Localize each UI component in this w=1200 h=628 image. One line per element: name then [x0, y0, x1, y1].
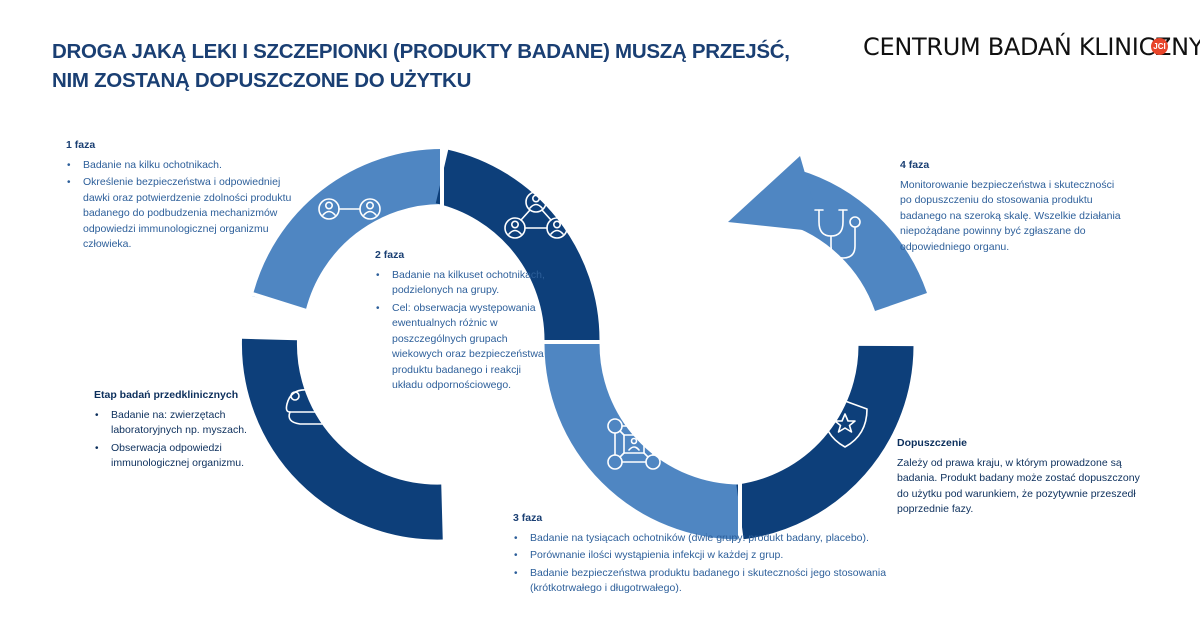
phase4-text: 4 faza Monitorowanie bezpieczeństwa i sk… — [900, 158, 1125, 255]
list-item: Badanie bezpieczeństwa produktu badanego… — [513, 566, 953, 597]
list-item: Obserwacja odpowiedzi immunologicznej or… — [94, 441, 254, 472]
phase3-heading: 3 faza — [513, 512, 543, 524]
segment-preclinical — [241, 338, 443, 540]
list-item: Badanie na: zwierzętach laboratoryjnych … — [94, 408, 254, 439]
list-item: Badanie na kilku ochotnikach. — [66, 158, 298, 174]
logo-badge: JCI — [1151, 38, 1168, 55]
list-item: Badanie na tysiącach ochotników (dwie gr… — [513, 531, 953, 547]
phase1-text: 1 faza Badanie na kilku ochotnikach. Okr… — [66, 138, 298, 255]
list-item: Określenie bezpieczeństwa i odpowiedniej… — [66, 175, 298, 253]
phase4-description: Monitorowanie bezpieczeństwa i skuteczno… — [900, 178, 1121, 253]
people-grid-network-icon — [607, 418, 661, 470]
logo-text: CENTRUM BADAŃ KLINICZNYCH — [863, 33, 1200, 61]
page-title: DROGA JAKĄ LEKI I SZCZEPIONKI (PRODUKTY … — [52, 37, 790, 95]
preclinical-heading: Etap badań przedklinicznych — [94, 389, 239, 401]
phase4-heading: 4 faza — [900, 159, 930, 171]
title-line-2: NIM ZOSTANĄ DOPUSZCZONE DO UŻYTKU — [52, 69, 472, 92]
two-people-linked-icon — [318, 198, 381, 220]
phase2-heading: 2 faza — [375, 249, 405, 261]
title-line-1: DROGA JAKĄ LEKI I SZCZEPIONKI (PRODUKTY … — [52, 40, 790, 63]
approval-text: Dopuszczenie Zależy od prawa kraju, w kt… — [897, 436, 1147, 518]
shield-star-icon — [822, 400, 868, 448]
list-item: Porównanie ilości wystąpienia infekcji w… — [513, 548, 953, 564]
list-item: Badanie na kilkuset ochotnikach, podziel… — [375, 268, 547, 299]
arrow-head — [728, 156, 822, 232]
preclinical-text: Etap badań przedklinicznych Badanie na: … — [94, 388, 254, 474]
phase3-text: 3 faza Badanie na tysiącach ochotników (… — [513, 511, 953, 599]
segment-phase2 — [435, 149, 600, 341]
segment-approval — [735, 345, 914, 540]
lab-mouse-syringe-icon — [285, 368, 334, 425]
separator-phase1-preclinical — [245, 290, 314, 315]
stethoscope-icon — [814, 209, 861, 259]
approval-description: Zależy od prawa kraju, w którym prowadzo… — [897, 456, 1140, 516]
approval-heading: Dopuszczenie — [897, 437, 968, 449]
list-item: Cel: obserwacja występowania ewentualnyc… — [375, 301, 547, 394]
segment-phase3 — [544, 343, 741, 540]
three-people-network-icon — [504, 191, 568, 239]
phase1-heading: 1 faza — [66, 139, 96, 151]
phase2-text: 2 faza Badanie na kilkuset ochotnikach, … — [375, 248, 547, 396]
